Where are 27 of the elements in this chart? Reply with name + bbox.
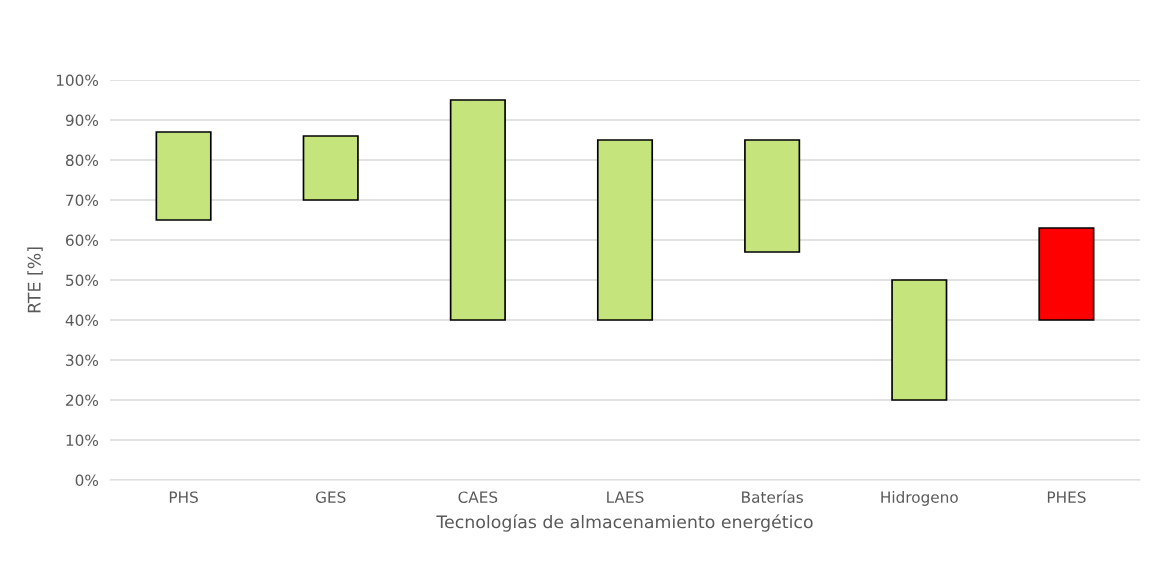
bar <box>449 99 506 321</box>
y-axis-title: RTE [%] <box>27 247 43 313</box>
bar <box>596 139 654 321</box>
bar <box>744 139 801 253</box>
x-tick-label: PHS <box>169 491 198 503</box>
y-tick-label: 20% <box>66 394 99 407</box>
y-tick-label: 50% <box>66 274 99 287</box>
x-tick-label: LAES <box>607 491 644 503</box>
x-tick-label: GES <box>315 491 346 503</box>
bar <box>302 135 359 201</box>
y-tick-label: 40% <box>65 314 99 327</box>
x-axis-title: Tecnologías de almacenamiento energético <box>436 514 813 532</box>
x-tick-label: PHES <box>1047 491 1086 503</box>
y-tick-label: 70% <box>66 194 99 207</box>
x-tick-label: Baterías <box>742 490 803 503</box>
bar <box>155 131 212 221</box>
y-tick-label: 80% <box>65 154 99 167</box>
x-tick-label: Hidrogeno <box>881 491 958 506</box>
y-tick-label: 100% <box>56 74 99 87</box>
y-tick-label: 30% <box>66 354 99 367</box>
y-tick-label: 0% <box>75 474 99 487</box>
x-tick-label: CAES <box>458 491 498 503</box>
bar <box>891 279 948 401</box>
y-tick-label: 90% <box>65 114 99 127</box>
y-tick-label: 60% <box>66 234 99 247</box>
bar <box>1038 227 1095 321</box>
y-tick-label: 10% <box>66 434 99 447</box>
